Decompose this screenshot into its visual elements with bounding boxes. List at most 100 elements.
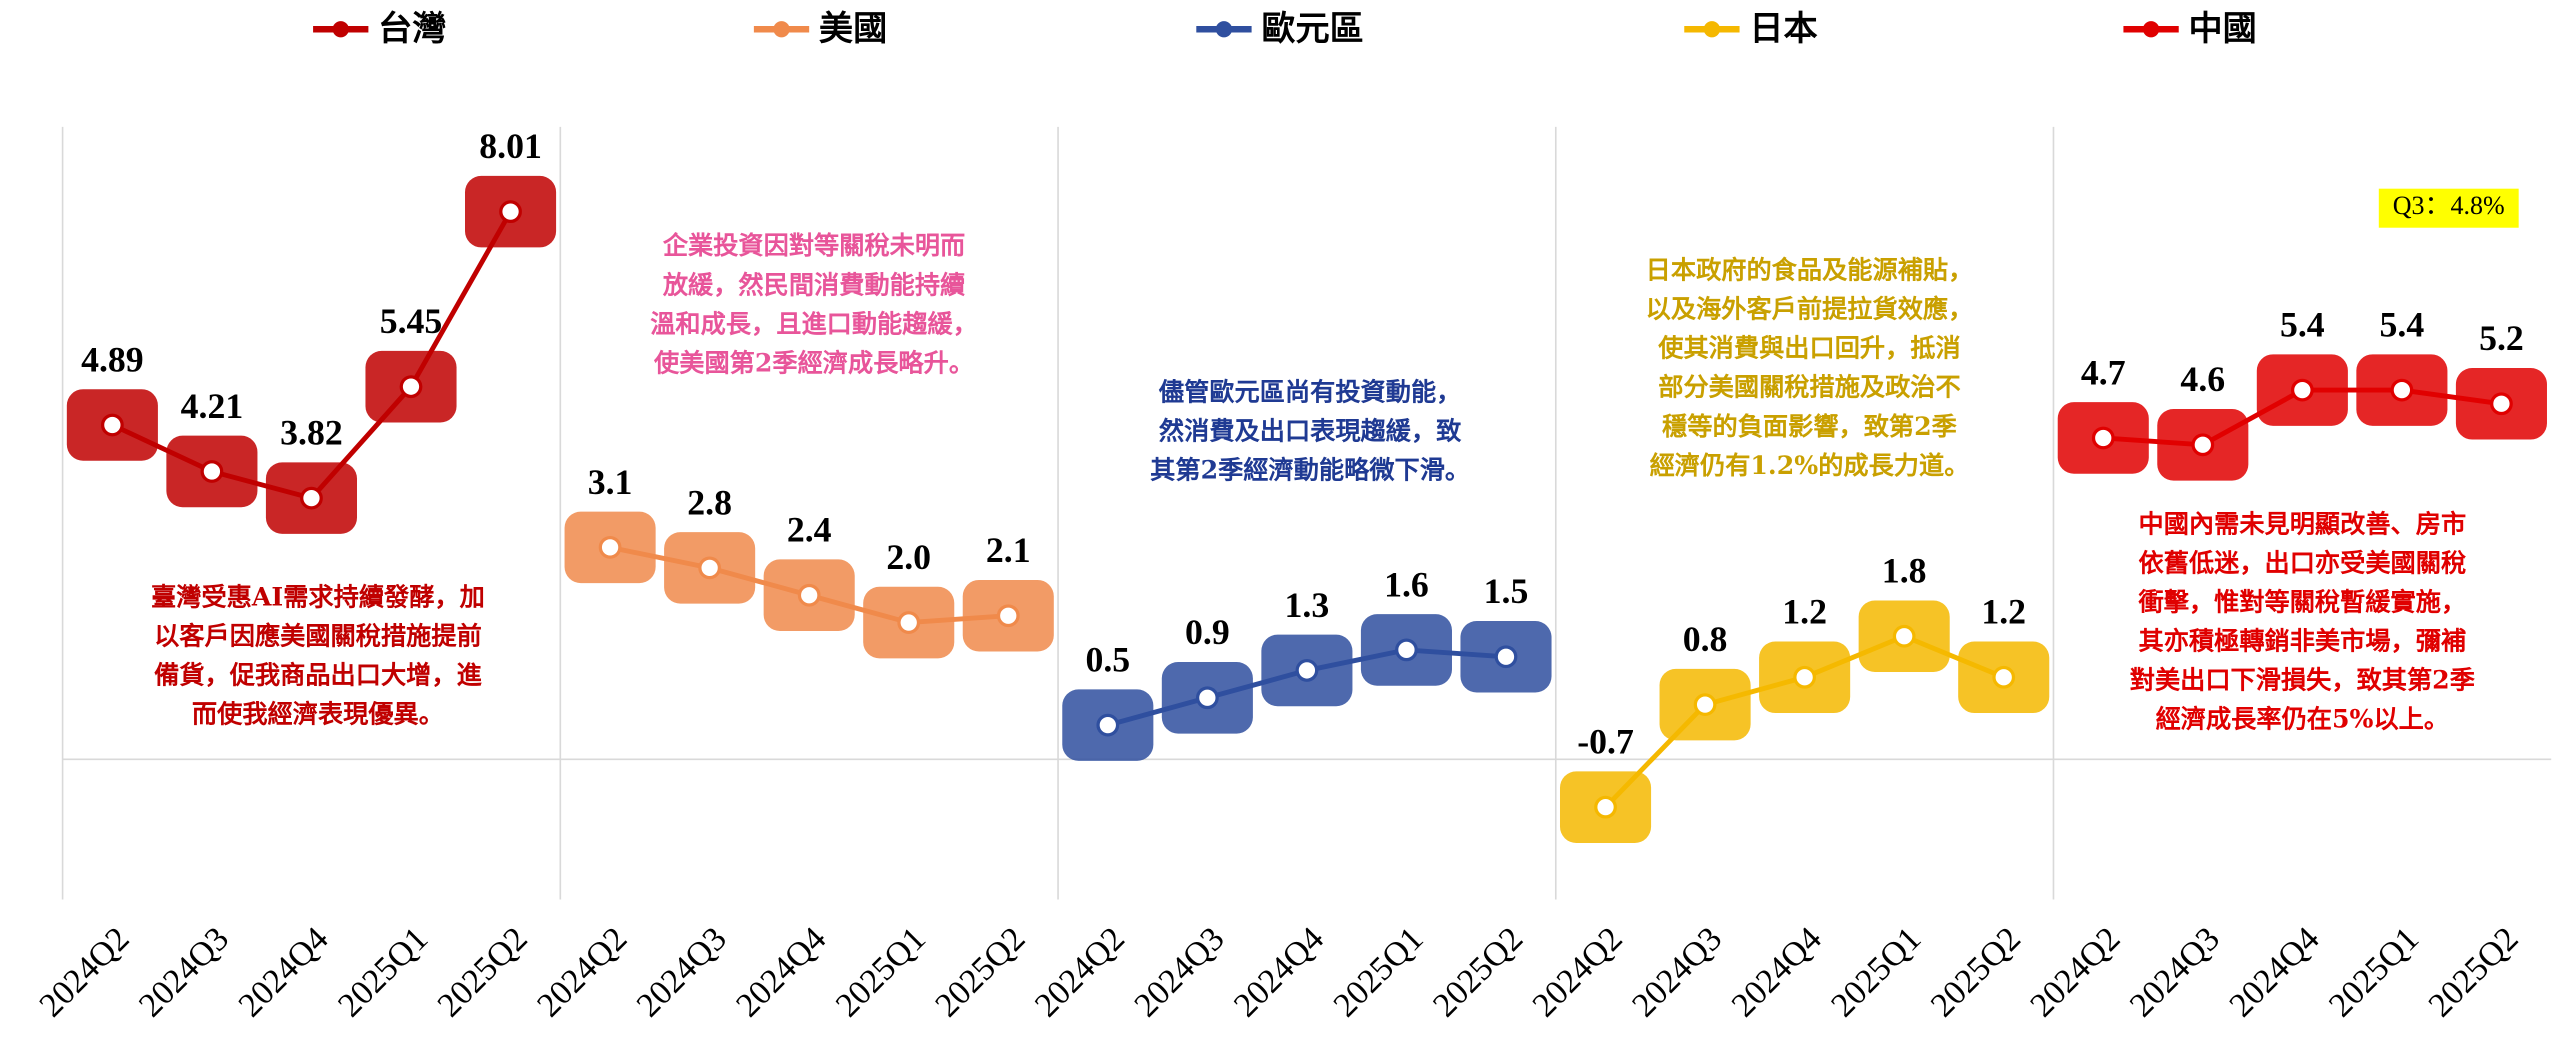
point-marker <box>1793 665 1817 689</box>
annotation: 以客戶因應美國關稅措施提前 <box>154 621 482 651</box>
x-tick-label: 2025Q2 <box>431 920 535 1024</box>
x-tick-label: 2024Q4 <box>729 920 833 1024</box>
value-label: 1.8 <box>1882 551 1927 591</box>
annotation: 儘管歐元區尚有投資動能， <box>1158 377 1461 407</box>
point-marker <box>2191 433 2215 457</box>
point-marker <box>1395 638 1418 662</box>
point-marker <box>1892 624 1916 648</box>
x-tick-label: 2025Q1 <box>2322 920 2426 1024</box>
value-label: 5.4 <box>2280 305 2325 345</box>
point-marker <box>300 486 323 510</box>
point-marker <box>996 604 1020 628</box>
annotation: 衝擊，惟對等關稅暫緩實施， <box>2138 586 2467 616</box>
point-marker <box>200 460 224 483</box>
value-label: 0.5 <box>1085 640 1130 680</box>
annotation: 然消費及出口表現趨緩，致 <box>1159 416 1462 446</box>
value-label: 4.89 <box>81 339 144 379</box>
value-label: 1.5 <box>1484 571 1529 611</box>
x-tick-label: 2025Q1 <box>1824 920 1928 1024</box>
annotation: 使其消費與出口回升，抵消 <box>1657 333 1960 363</box>
point-marker <box>1992 665 2016 689</box>
annotation: 放緩，然民間消費動能持續 <box>662 269 965 299</box>
x-tick-label: 2025Q2 <box>2422 920 2526 1024</box>
annotation: 備貨，促我商品出口大增，進 <box>154 660 482 690</box>
point-marker <box>797 583 821 607</box>
point-marker <box>499 200 522 224</box>
point-marker <box>897 611 921 634</box>
legend-swatch-marker <box>1215 21 1233 38</box>
legend-swatch-marker <box>773 21 790 38</box>
value-label: 3.82 <box>280 413 343 453</box>
legend-swatch-marker <box>2142 21 2160 38</box>
legend-label: 日本 <box>1749 9 1817 49</box>
value-label: 8.01 <box>479 126 542 166</box>
value-label: 4.7 <box>2081 352 2126 392</box>
value-label: 2.1 <box>986 530 1031 570</box>
value-label: 2.0 <box>886 537 931 577</box>
note-highlight <box>2378 188 2519 228</box>
annotation: 日本政府的食品及能源補貼， <box>1646 255 1974 285</box>
value-label: 0.9 <box>1185 612 1230 652</box>
value-label: 3.1 <box>588 462 633 502</box>
point-marker <box>1494 645 1518 669</box>
legend-swatch-marker <box>1703 21 1721 38</box>
value-label: 4.21 <box>181 386 244 426</box>
point-marker <box>399 375 423 399</box>
point-marker <box>100 413 124 437</box>
annotation: 其第2季經濟動能略微下滑。 <box>1150 455 1470 485</box>
legend-label: 台灣 <box>378 9 446 49</box>
value-label: 1.6 <box>1384 564 1429 604</box>
value-label: 4.6 <box>2180 359 2225 399</box>
point-marker <box>1693 693 1717 717</box>
x-tick-label: 2024Q2 <box>33 920 137 1024</box>
annotation: 溫和成長，且進口動能趨緩， <box>650 308 978 338</box>
x-tick-label: 2025Q2 <box>1924 920 2028 1024</box>
point-marker <box>698 556 722 580</box>
value-label: 1.2 <box>1782 592 1827 632</box>
annotation: 依舊低迷，出口亦受美國關稅 <box>2139 547 2467 577</box>
annotation: 穩等的負面影響，致第2季 <box>1662 411 1958 441</box>
x-tick-label: 2024Q2 <box>1526 920 1630 1024</box>
point-marker <box>1195 686 1219 710</box>
annotation: 而使我經濟表現優異。 <box>192 699 444 729</box>
point-marker <box>1295 659 1319 682</box>
x-tick-label: 2024Q3 <box>1625 920 1729 1024</box>
value-label: 5.4 <box>2380 305 2425 345</box>
x-tick-label: 2024Q2 <box>1028 920 1132 1024</box>
annotation: 對美出口下滑損失，致其第2季 <box>2130 665 2476 695</box>
annotation: 臺灣受惠AI需求持續發酵，加 <box>151 582 485 612</box>
x-tick-label: 2024Q3 <box>630 920 734 1024</box>
value-label: -0.7 <box>1577 722 1634 762</box>
annotation: 其亦積極轉銷非美市場，彌補 <box>2139 625 2467 655</box>
value-label: 5.2 <box>2479 318 2524 358</box>
x-tick-label: 2024Q2 <box>2024 920 2128 1024</box>
x-tick-label: 2025Q1 <box>1327 920 1431 1024</box>
x-tick-label: 2024Q4 <box>232 920 336 1024</box>
annotation: 部分美國關稅措施及政治不 <box>1658 372 1960 402</box>
point-marker <box>2290 378 2314 402</box>
annotation: 以及海外客戶前提拉貨效應， <box>1646 294 1974 324</box>
point-marker <box>1594 795 1617 819</box>
annotation: 經濟仍有1.2%的成長力道。 <box>1650 450 1970 480</box>
point-marker <box>2091 426 2115 450</box>
x-tick-label: 2025Q1 <box>331 920 435 1024</box>
legend-swatch-marker <box>332 21 349 38</box>
value-label: 2.4 <box>787 510 832 550</box>
annotation: 使美國第2季經濟成長略升。 <box>653 347 974 377</box>
legend-label: 美國 <box>819 9 887 49</box>
x-tick-label: 2024Q4 <box>2223 920 2327 1024</box>
x-tick-label: 2024Q3 <box>1128 920 1232 1024</box>
note: Q3：4.8% <box>2393 191 2505 220</box>
annotation: 企業投資因對等關稅未明而 <box>663 230 965 260</box>
point-marker <box>1096 713 1120 737</box>
x-tick-label: 2024Q4 <box>1227 920 1331 1024</box>
legend-label: 歐元區 <box>1261 9 1363 49</box>
x-tick-label: 2024Q2 <box>530 920 634 1024</box>
value-label: 0.8 <box>1683 619 1728 659</box>
point-marker <box>2490 392 2513 416</box>
x-tick-label: 2024Q3 <box>2123 920 2227 1024</box>
point-marker <box>598 535 622 559</box>
value-label: 1.2 <box>1981 592 2026 632</box>
annotation: 中國內需未見明顯改善、房市 <box>2139 508 2467 538</box>
